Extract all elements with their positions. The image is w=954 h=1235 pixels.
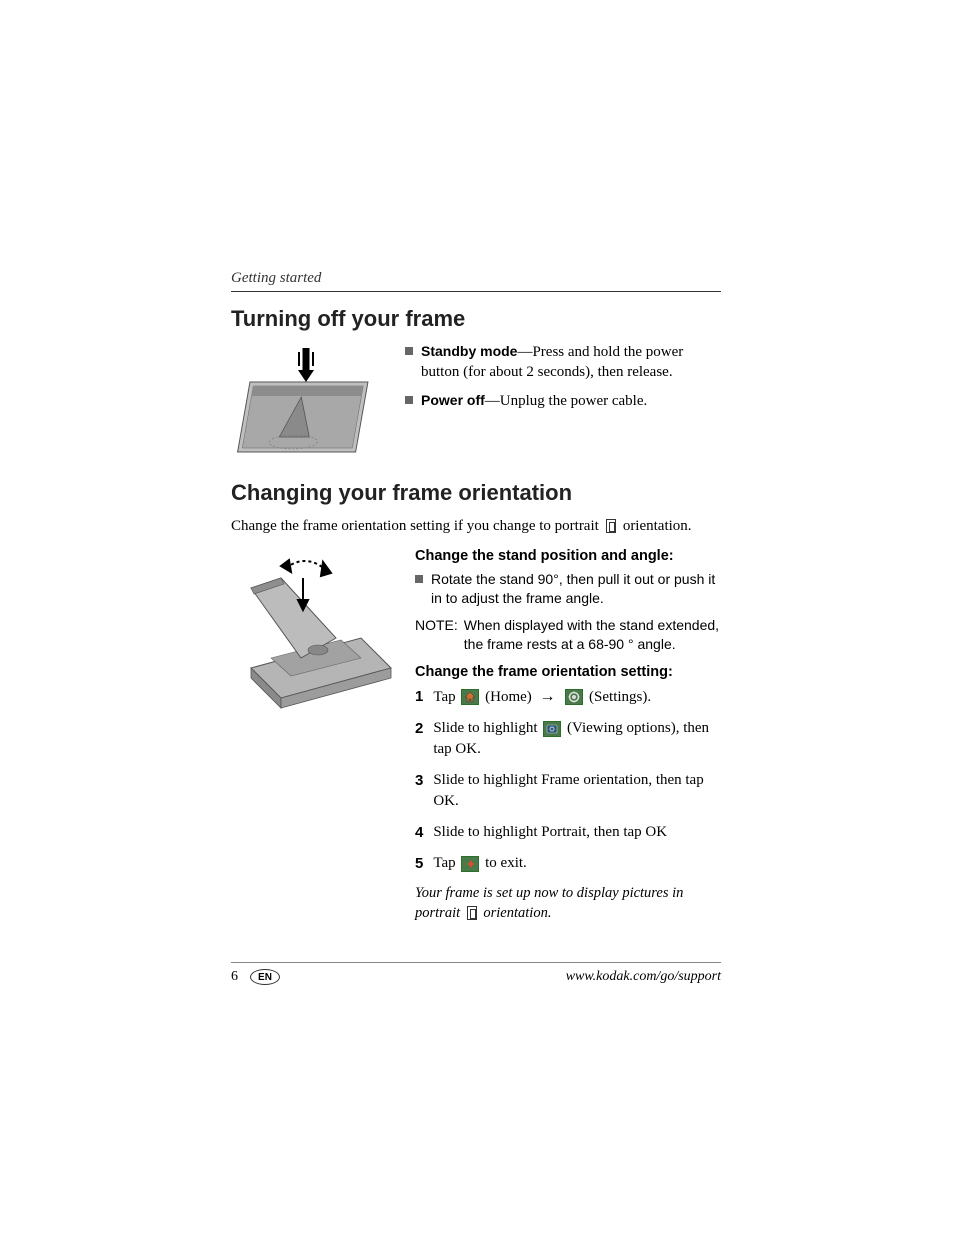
note-body: When displayed with the stand extended, … [464, 616, 721, 654]
bullet-text: Rotate the stand 90°, then pull it out o… [431, 570, 721, 608]
bullet-square-icon [405, 396, 413, 404]
subhead-stand: Change the stand position and angle: [415, 548, 721, 564]
settings-icon [565, 689, 583, 705]
note-angle: NOTE: When displayed with the stand exte… [415, 616, 721, 654]
step-4: 4 Slide to highlight Portrait, then tap … [415, 822, 721, 843]
turning-off-content: Standby mode—Press and hold the power bu… [405, 342, 721, 462]
power-bullets: Standby mode—Press and hold the power bu… [405, 342, 721, 411]
step-3: 3 Slide to highlight Frame orientation, … [415, 770, 721, 812]
bullet-text: Power off—Unplug the power cable. [421, 391, 647, 411]
step-1: 1 Tap (Home) → (Settings). [415, 686, 721, 708]
language-badge: EN [250, 969, 280, 985]
step-body: Slide to highlight (Viewing options), th… [433, 718, 721, 760]
bullet-square-icon [405, 347, 413, 355]
bullet-text: Standby mode—Press and hold the power bu… [421, 342, 721, 383]
figure-frame-stand [231, 548, 401, 718]
step-body: Tap (Home) → (Settings). [433, 686, 651, 708]
stand-bullets: Rotate the stand 90°, then pull it out o… [415, 570, 721, 608]
section-orientation: Change the stand position and angle: Rot… [231, 548, 721, 923]
step-body: Slide to highlight Portrait, then tap OK [433, 822, 667, 843]
step-5: 5 Tap to exit. [415, 853, 721, 874]
home-icon [461, 689, 479, 705]
orientation-content: Change the stand position and angle: Rot… [415, 548, 721, 923]
viewing-options-icon [543, 721, 561, 737]
arrow-icon: → [540, 688, 556, 705]
bullet-square-icon [415, 575, 423, 583]
portrait-icon [606, 519, 616, 533]
final-note: Your frame is set up now to display pict… [415, 884, 721, 923]
back-icon [461, 856, 479, 872]
heading-orientation: Changing your frame orientation [231, 480, 721, 506]
steps-list: 1 Tap (Home) → (Settings). [415, 686, 721, 874]
page-footer: 6 EN www.kodak.com/go/support [231, 962, 721, 985]
page-number: 6 [231, 969, 238, 985]
step-body: Slide to highlight Frame orientation, th… [433, 770, 721, 812]
figure-frame-power [231, 342, 391, 462]
page-content: Getting started Turning off your frame [231, 270, 721, 941]
support-url: www.kodak.com/go/support [566, 969, 721, 985]
portrait-icon [467, 906, 477, 920]
subhead-setting: Change the frame orientation setting: [415, 664, 721, 680]
step-2: 2 Slide to highlight (Viewing options), … [415, 718, 721, 760]
step-body: Tap to exit. [433, 853, 526, 874]
footer-left: 6 EN [231, 969, 280, 985]
heading-turning-off: Turning off your frame [231, 306, 721, 332]
bullet-standby: Standby mode—Press and hold the power bu… [405, 342, 721, 383]
bullet-rotate: Rotate the stand 90°, then pull it out o… [415, 570, 721, 608]
section-turning-off: Standby mode—Press and hold the power bu… [231, 342, 721, 462]
bullet-poweroff: Power off—Unplug the power cable. [405, 391, 721, 411]
orientation-intro: Change the frame orientation setting if … [231, 516, 721, 536]
running-header: Getting started [231, 270, 721, 287]
header-rule [231, 291, 721, 292]
